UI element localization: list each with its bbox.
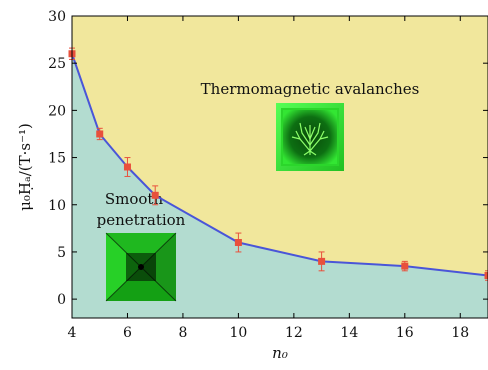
avalanche-pattern-image: [276, 103, 344, 171]
y-tick-label: 20: [48, 103, 66, 119]
point-marker: [96, 130, 104, 138]
x-tick-label: 4: [68, 325, 77, 341]
x-tick-label: 8: [178, 325, 187, 341]
y-axis-ticks: 0 5 10 15 20 25 30: [48, 9, 488, 308]
x-tick-label: 10: [229, 325, 247, 341]
x-tick-label: 18: [451, 325, 469, 341]
data-point: [484, 270, 488, 281]
x-axis-label: n₀: [272, 344, 288, 362]
x-tick-label: 14: [340, 325, 358, 341]
plot-frame: [71, 15, 488, 319]
data-point: [96, 127, 104, 141]
data-point: [318, 251, 326, 272]
point-marker: [401, 262, 409, 270]
point-marker: [151, 191, 159, 199]
smooth-region-label-line1: Smooth: [105, 190, 164, 208]
y-tick-label: 5: [57, 245, 66, 261]
point-marker: [123, 163, 131, 171]
data-point: [151, 185, 159, 206]
avalanche-region-label: Thermomagnetic avalanches: [201, 80, 420, 98]
data-point: [401, 260, 409, 272]
x-axis-ticks: 4 6 8 10 12 14 16 18: [68, 16, 469, 341]
x-tick-label: 6: [123, 325, 132, 341]
point-marker: [318, 257, 326, 265]
y-tick-label: 10: [48, 198, 66, 214]
series-layer: [68, 47, 488, 281]
y-tick-label: 30: [48, 9, 66, 25]
x-tick-label: 12: [285, 325, 303, 341]
series-line: [71, 53, 488, 277]
y-axis-label: μ₀Ḥₐ/(T·s⁻¹): [16, 123, 34, 211]
data-point: [234, 232, 242, 253]
y-tick-label: 25: [48, 56, 66, 72]
smooth-region-label-line2: penetration: [97, 211, 186, 229]
y-tick-label: 15: [48, 151, 66, 167]
smooth-penetration-pattern-image: [105, 232, 177, 302]
data-point: [123, 157, 131, 177]
point-marker: [234, 239, 242, 246]
x-tick-label: 16: [396, 325, 414, 341]
y-tick-label: 0: [57, 292, 66, 308]
point-marker: [484, 272, 488, 280]
